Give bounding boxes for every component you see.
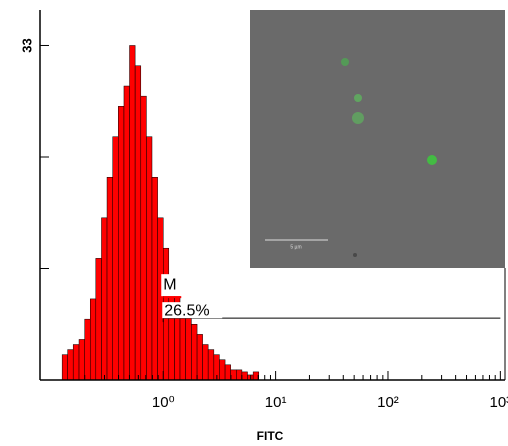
histogram-bar [151,177,158,381]
histogram-bar [219,359,226,381]
histogram-bar [67,349,74,381]
histogram-bar [146,136,153,381]
y-tick-label: 33 [19,38,34,52]
histogram-bar [236,369,243,381]
histogram-bar [95,258,102,381]
micrograph [250,10,505,268]
green-spot [341,58,349,66]
histogram-bar [84,318,91,381]
histogram-bar [89,298,97,381]
x-tick-label: 10³ [490,394,508,411]
plot [61,45,260,381]
scale-label: 5 µm [290,244,301,250]
histogram-bar [101,217,108,381]
histogram-bar [202,344,209,381]
histogram-bar [224,364,231,381]
histogram-bar [241,371,248,381]
histogram-bar [207,349,215,381]
x-axis-label: FITC [257,429,284,443]
inset-image: 5 µm [250,10,505,268]
histogram-bar [134,65,142,381]
histogram-bar [72,344,80,381]
green-spot [427,155,437,165]
marker-label-bg [161,274,184,297]
histogram-bar [191,323,198,381]
histogram-bar [78,339,85,381]
histogram-bar [106,177,113,381]
histogram-bar [61,354,68,381]
green-spot [354,94,362,102]
histogram-bar [129,45,136,381]
percent-bg [162,302,223,319]
green-spot [352,112,364,124]
histogram-bar [140,95,147,381]
histogram-bar [118,106,125,381]
dark-spot [353,253,357,257]
histogram-bar [196,334,203,381]
x-tick-label: 10¹ [265,394,287,411]
marker-percent: 26.5% [164,302,209,319]
x-tick-label: 10² [377,394,399,411]
histogram-bar [230,369,237,381]
x-tick-label: 10⁰ [152,394,175,411]
histogram-bar [112,136,119,381]
histogram-bar [185,313,192,381]
histogram-bar [157,217,164,381]
histogram-bar [123,85,130,381]
marker-name: M [163,276,176,293]
